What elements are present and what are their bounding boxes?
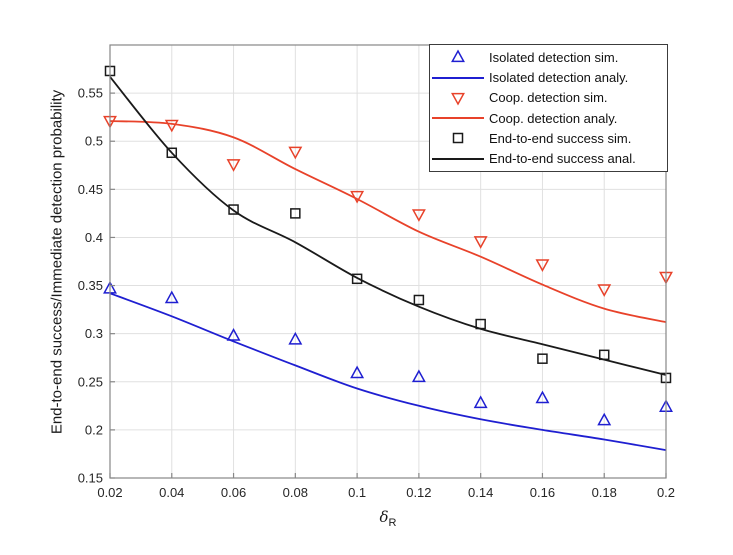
y-tick-label: 0.45: [78, 182, 103, 197]
square-marker: [166, 147, 178, 159]
x-tick-label: 0.14: [468, 485, 493, 500]
line-sample-icon: [432, 76, 484, 79]
triangle-up-marker: [288, 331, 303, 345]
y-axis-label: End-to-end success/Immediate detection p…: [48, 89, 66, 435]
triangle-down-marker: [226, 159, 241, 172]
triangle-down-marker: [350, 190, 365, 204]
legend-item-label: Isolated detection sim.: [489, 49, 619, 65]
triangle-down-marker: [597, 284, 612, 297]
legend-item-label: Coop. detection sim.: [489, 90, 608, 106]
x-tick-label: 0.1: [348, 485, 366, 500]
curve: [109, 292, 667, 451]
triangle-up-marker: [473, 395, 488, 409]
legend-swatch-shape: [452, 133, 464, 144]
square-marker: [351, 273, 363, 285]
x-tick-label: 0.06: [221, 485, 246, 500]
triangle-down-marker-icon: [451, 92, 465, 106]
square-marker: [413, 294, 425, 306]
y-tick-label: 0.4: [85, 230, 103, 245]
x-tick-label: 0.16: [530, 485, 555, 500]
y-tick-label: 0.25: [78, 374, 103, 389]
legend-item-label: End-to-end success anal.: [489, 151, 636, 167]
square-marker: [598, 349, 610, 361]
x-axis-label-symbol: δ: [379, 508, 389, 526]
legend-item-coop-analy: Coop. detection analy.: [430, 108, 667, 128]
x-tick-label: 0.18: [592, 485, 617, 500]
triangle-down-marker: [288, 146, 303, 160]
x-axis-label-subscript: R: [388, 517, 397, 529]
y-tick-label: 0.3: [85, 326, 103, 341]
legend-item-isolated-analy: Isolated detection analy.: [430, 68, 667, 88]
triangle-up-marker: [535, 390, 550, 404]
triangle-up-marker: [164, 290, 179, 304]
line-sample-icon: [432, 157, 484, 160]
legend-item-label: Isolated detection analy.: [489, 70, 629, 86]
y-tick-label: 0.5: [85, 134, 103, 149]
square-marker-icon: [452, 133, 464, 144]
x-tick-label: 0.04: [159, 485, 184, 500]
x-tick-label: 0.2: [657, 485, 675, 500]
legend: Isolated detection sim. Isolated detecti…: [429, 44, 668, 172]
triangle-up-marker-icon: [451, 49, 465, 63]
legend-swatch-shape: [451, 49, 465, 63]
line-sample-icon: [432, 117, 484, 120]
legend-item-e2e-analy: End-to-end success anal.: [430, 149, 667, 169]
square-marker: [475, 318, 486, 330]
legend-item-coop-sim: Coop. detection sim.: [430, 88, 667, 108]
y-tick-label: 0.35: [78, 278, 103, 293]
triangle-up-marker: [226, 328, 241, 341]
triangle-up-marker: [597, 412, 612, 426]
y-tick-label: 0.2: [85, 422, 103, 437]
legend-swatch-shape: [451, 92, 465, 106]
x-tick-label: 0.02: [97, 485, 122, 500]
curve: [109, 76, 667, 376]
axes-box: [109, 44, 667, 479]
triangle-up-marker: [411, 369, 426, 383]
triangle-down-marker: [164, 119, 179, 133]
triangle-up-marker: [350, 365, 365, 379]
legend-item-isolated-sim: Isolated detection sim.: [430, 47, 667, 67]
square-marker: [537, 353, 548, 364]
triangle-down-marker: [473, 236, 488, 249]
legend-item-e2e-sim: End-to-end success sim.: [430, 128, 667, 148]
legend-item-label: End-to-end success sim.: [489, 130, 632, 146]
y-tick-label: 0.15: [78, 471, 103, 486]
y-tick-label: 0.55: [78, 86, 103, 101]
square-marker: [290, 208, 301, 219]
square-marker: [228, 204, 239, 215]
legend-item-label: Coop. detection analy.: [489, 110, 618, 126]
x-axis-label: δR: [380, 508, 397, 529]
triangle-down-marker: [411, 209, 426, 222]
x-tick-label: 0.12: [406, 485, 431, 500]
triangle-down-marker: [535, 259, 550, 272]
curve: [109, 120, 667, 323]
x-tick-label: 0.08: [283, 485, 308, 500]
